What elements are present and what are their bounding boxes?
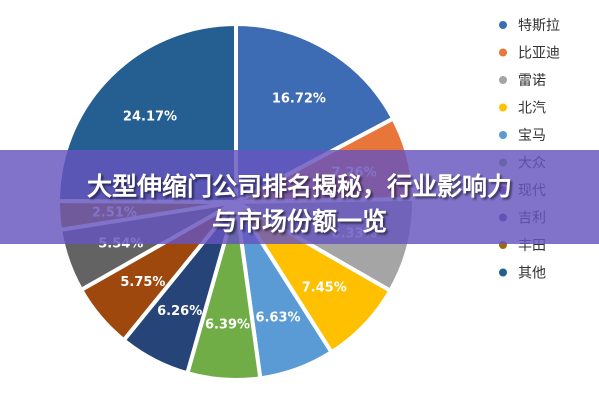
slice-label: 6.39% xyxy=(205,318,250,333)
legend-marker xyxy=(499,21,507,29)
title-banner: 大型伸缩门公司排名揭秘，行业影响力 与市场份额一览 xyxy=(0,150,599,244)
legend-label: 其他 xyxy=(518,266,546,282)
slice-label: 24.17% xyxy=(123,110,177,125)
title-line-1: 大型伸缩门公司排名揭秘，行业影响力 xyxy=(86,172,512,201)
legend-label: 比亚迪 xyxy=(518,46,560,62)
legend-label: 特斯拉 xyxy=(518,18,560,34)
legend-marker xyxy=(499,131,507,139)
legend-marker xyxy=(499,48,507,57)
legend-marker xyxy=(499,76,507,84)
legend-label: 雷诺 xyxy=(518,73,546,89)
legend-label: 宝马 xyxy=(518,128,546,144)
legend-label: 北汽 xyxy=(518,101,546,117)
slice-label: 16.72% xyxy=(272,92,326,107)
slice-label: 7.45% xyxy=(302,280,347,295)
legend-marker xyxy=(499,268,507,277)
slice-label: 6.26% xyxy=(157,304,202,319)
slice-label: 5.75% xyxy=(120,275,165,290)
title-line-2: 与市场份额一览 xyxy=(211,207,387,236)
slice-label: 6.63% xyxy=(255,311,300,326)
legend-marker xyxy=(499,103,507,112)
